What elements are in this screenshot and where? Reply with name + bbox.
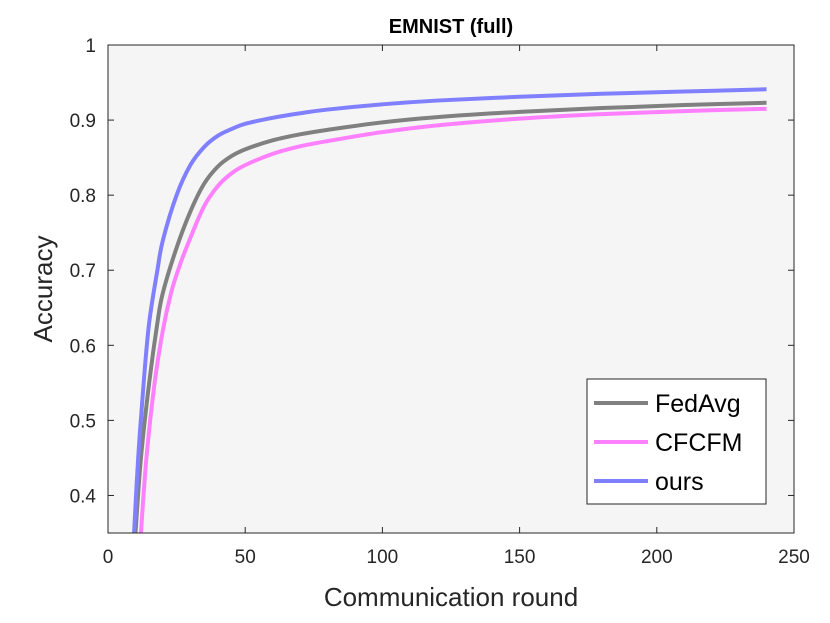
y-axis-label: Accuracy bbox=[28, 236, 58, 343]
x-tick-label: 200 bbox=[641, 547, 673, 568]
series-line-fedavg bbox=[133, 100, 767, 533]
x-tick-label: 50 bbox=[235, 547, 256, 568]
series-line-cfcfm bbox=[138, 106, 767, 533]
legend-label-fedavg: FedAvg bbox=[655, 390, 741, 418]
y-tick-label: 1 bbox=[85, 36, 96, 57]
y-tick-label: 0.6 bbox=[70, 336, 96, 357]
x-tick-label: 250 bbox=[778, 547, 810, 568]
series-line-ours bbox=[132, 87, 767, 533]
series-lines bbox=[132, 87, 767, 533]
x-axis-label: Communication round bbox=[324, 582, 578, 612]
y-tick-label: 0.4 bbox=[70, 486, 97, 507]
x-tick-labels: 0 50 100 150 200 250 bbox=[103, 547, 810, 568]
y-tick-label: 0.5 bbox=[70, 411, 96, 432]
legend-label-cfcfm: CFCFM bbox=[655, 429, 742, 457]
plot-area-frame bbox=[107, 44, 795, 534]
legend-label-ours: ours bbox=[655, 468, 704, 496]
chart-title: EMNIST (full) bbox=[389, 16, 513, 38]
x-tick-label: 0 bbox=[103, 547, 114, 568]
y-tick-label: 0.9 bbox=[70, 111, 96, 132]
x-tick-label: 100 bbox=[367, 547, 399, 568]
x-tick-label: 150 bbox=[504, 547, 536, 568]
legend: FedAvg CFCFM ours bbox=[586, 378, 767, 505]
y-tick-label: 0.7 bbox=[70, 261, 96, 282]
y-tick-labels: 0.4 0.5 0.6 0.7 0.8 0.9 1 bbox=[70, 36, 97, 507]
y-tick-label: 0.8 bbox=[70, 186, 96, 207]
